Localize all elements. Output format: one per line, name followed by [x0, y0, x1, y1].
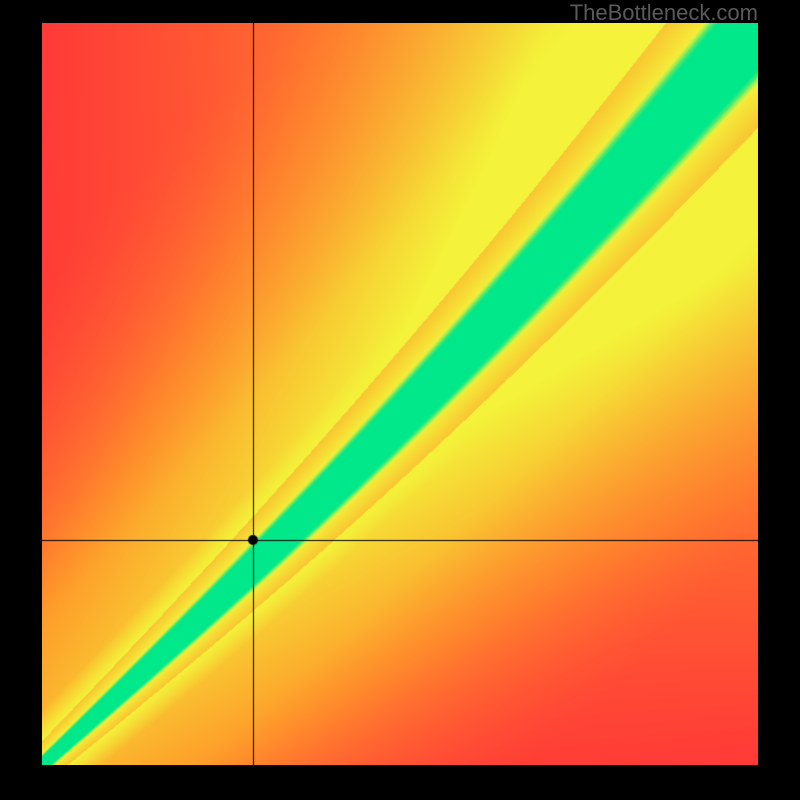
chart-container: TheBottleneck.com	[0, 0, 800, 800]
bottleneck-heatmap	[42, 23, 758, 765]
watermark-text: TheBottleneck.com	[570, 0, 758, 26]
